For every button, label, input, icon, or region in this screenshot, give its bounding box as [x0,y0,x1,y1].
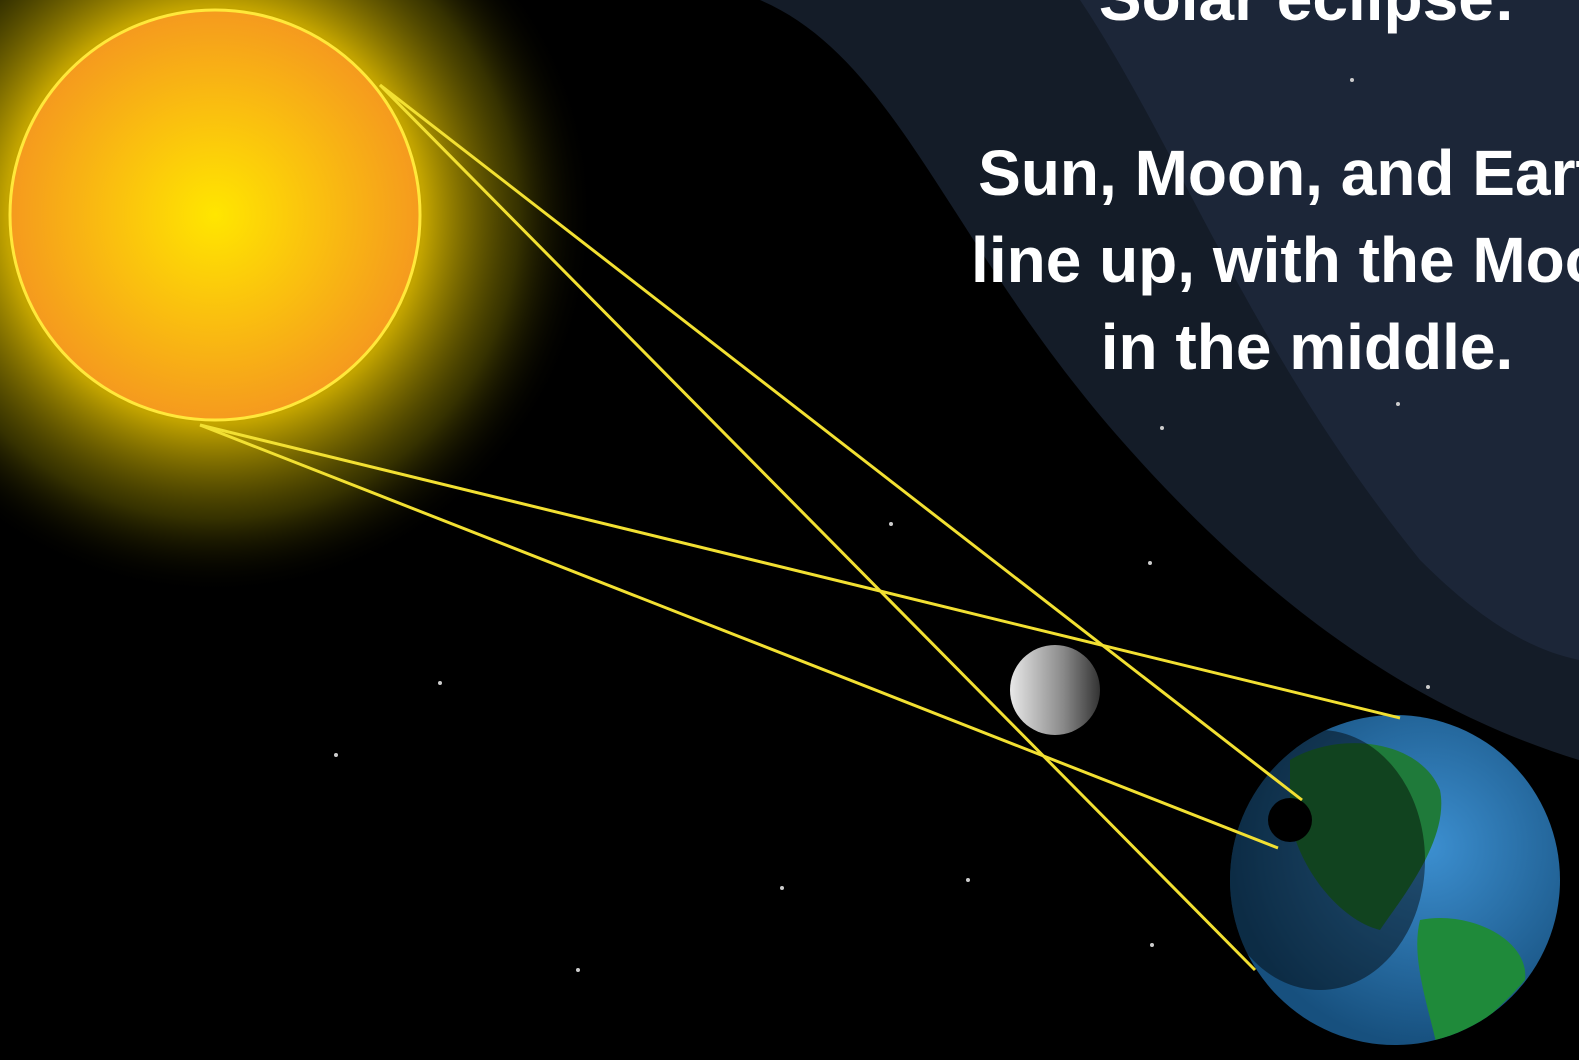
sun [10,10,420,420]
caption-line: Sun, Moon, and Earth [978,137,1579,209]
eclipse-diagram: Solar eclipse: Sun, Moon, and Earth line… [0,0,1579,1060]
caption-line: line up, with the Moon [971,224,1579,296]
page: Solar eclipse: Sun, Moon, and Earth line… [0,0,1579,1060]
caption-line: in the middle. [1101,311,1513,383]
moon [1010,645,1100,735]
title: Solar eclipse: [1099,0,1515,34]
